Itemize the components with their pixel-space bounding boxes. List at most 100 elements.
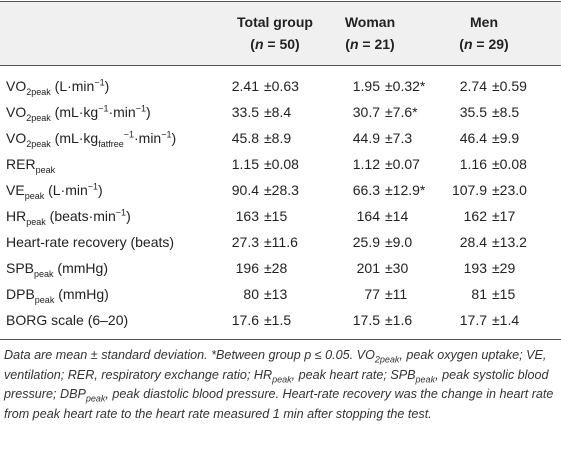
text: , peak systolic blood pressure; DBP	[4, 367, 549, 402]
text: (mL·kg	[50, 104, 99, 120]
text: (beats·min	[45, 208, 116, 224]
text: RER	[6, 156, 36, 172]
subscript: 2peak	[374, 354, 400, 365]
cell-mean: 1.16	[459, 156, 487, 172]
text: VO	[6, 130, 27, 146]
text: )	[171, 130, 177, 146]
cell-sd: ±12.9*	[385, 182, 426, 198]
subscript: 2peak	[26, 138, 51, 149]
cell-sd: ±1.4	[492, 312, 520, 328]
cell-mean: 25.9	[352, 234, 380, 250]
subscript: 2peak	[26, 86, 51, 97]
row-label: VEpeak (L·min−1)	[6, 182, 103, 201]
text: Data are mean ± standard deviation. *Bet…	[4, 348, 375, 362]
cell-mean: 1.15	[231, 156, 259, 172]
text: , peak heart rate; SPB	[291, 367, 416, 382]
footnote: Data are mean ± standard deviation. *Bet…	[4, 346, 556, 424]
subscript: 2peak	[26, 112, 51, 123]
row-label: BORG scale (6–20)	[6, 312, 128, 328]
cell-mean: 46.4	[459, 130, 487, 146]
text: (mL·kg	[50, 130, 99, 146]
cell-mean: 201	[356, 260, 380, 276]
text: Heart-rate recovery (beats)	[6, 234, 175, 250]
cell-sd: ±1.5	[264, 312, 292, 328]
superscript: −1	[94, 77, 105, 88]
cell-sd: ±8.5	[492, 104, 520, 120]
column-header: Total group	[237, 14, 313, 30]
cell-sd: ±13	[264, 286, 288, 302]
row-label: VO2peak (mL·kgfatfree−1·min−1)	[6, 129, 177, 149]
text: )	[145, 104, 151, 120]
bottom-rule	[0, 339, 561, 340]
cell-sd: ±14	[385, 208, 409, 224]
cell-sd: ±0.32*	[385, 78, 426, 94]
subscript: peak	[85, 393, 106, 404]
cell-mean: 17.7	[459, 312, 487, 328]
cell-sd: ±23.0	[492, 182, 527, 198]
cell-mean: 44.9	[352, 130, 380, 146]
text: VE	[6, 182, 25, 198]
superscript: −1	[135, 103, 146, 114]
cell-sd: ±9.0	[385, 234, 413, 250]
cell-sd: ±15	[264, 208, 288, 224]
text: , peak diastolic blood pressure. Heart-r…	[4, 387, 554, 421]
cell-sd: ±9.9	[492, 130, 520, 146]
cell-mean: 17.5	[352, 312, 380, 328]
superscript: −1	[161, 129, 172, 140]
cell-sd: ±28	[264, 260, 288, 276]
text: VO	[6, 104, 27, 120]
text: )	[104, 78, 110, 94]
cell-mean: 2.74	[459, 78, 487, 94]
superscript: −1	[115, 207, 127, 218]
cell-sd: ±0.08	[492, 156, 527, 172]
text: (mmHg)	[53, 260, 108, 276]
cell-mean: 90.4	[231, 182, 259, 198]
subscript: peak	[415, 374, 436, 385]
cell-sd: ±30	[385, 260, 409, 276]
cell-mean: 1.12	[352, 156, 380, 172]
cell-sd: ±15	[492, 286, 516, 302]
cell-sd: ±11	[385, 286, 408, 302]
row-label: Heart-rate recovery (beats)	[6, 234, 174, 250]
text: DPB	[6, 286, 35, 302]
cell-mean: 30.7	[352, 104, 380, 120]
row-label: HRpeak (beats·min−1)	[6, 207, 131, 227]
cell-mean: 80	[243, 286, 259, 302]
cell-mean: 162	[463, 208, 487, 224]
cell-sd: ±0.07	[385, 156, 420, 172]
cell-sd: ±8.4	[264, 104, 292, 120]
subscript: peak	[26, 216, 46, 227]
cell-mean: 196	[235, 260, 259, 276]
cell-sd: ±7.3	[385, 130, 413, 146]
italic: n	[254, 36, 264, 52]
text: = 29)	[472, 36, 509, 52]
text: = 50)	[263, 36, 300, 52]
superscript: −1	[123, 129, 134, 140]
cell-mean: 77	[364, 286, 380, 302]
cell-sd: ±0.08	[264, 156, 299, 172]
cell-mean: 35.5	[459, 104, 487, 120]
text: (mmHg)	[54, 286, 109, 302]
text: ·min	[134, 130, 162, 146]
cell-sd: ±0.63	[264, 78, 299, 94]
text: )	[126, 208, 131, 224]
subscript: fatfree	[98, 138, 124, 149]
subscript: peak	[24, 190, 45, 201]
subscript: peak	[34, 268, 54, 279]
italic: n	[463, 36, 473, 52]
column-n: (n = 21)	[305, 36, 435, 52]
column-n: (n = 29)	[419, 36, 549, 52]
cell-sd: ±17	[492, 208, 516, 224]
cell-mean: 107.9	[451, 182, 487, 198]
text: (	[459, 36, 464, 52]
cell-mean: 33.5	[231, 104, 259, 120]
cell-mean: 27.3	[231, 234, 259, 250]
header-band	[0, 1, 561, 66]
cell-sd: ±29	[492, 260, 516, 276]
cell-sd: ±7.6*	[385, 104, 418, 120]
column-header: Men	[470, 14, 498, 30]
cell-sd: ±8.9	[264, 130, 292, 146]
text: BORG scale (6–20)	[6, 312, 129, 328]
cell-mean: 81	[471, 286, 487, 302]
